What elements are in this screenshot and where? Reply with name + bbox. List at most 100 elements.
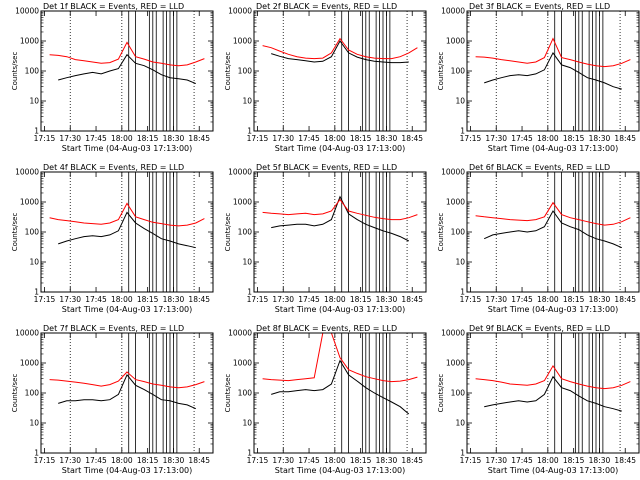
x-tick-label: 18:15 <box>350 456 372 465</box>
x-axis-label: Start Time (04-Aug-03 17:13:00) <box>488 466 619 475</box>
y-tick-label: 100 <box>451 67 466 76</box>
series-lld <box>262 37 418 60</box>
x-tick-label: 18:00 <box>111 456 133 465</box>
y-tick-label: 10 <box>455 419 465 428</box>
x-tick-label: 17:45 <box>85 295 107 304</box>
x-tick-label: 18:30 <box>589 134 611 143</box>
x-tick-label: 17:45 <box>511 295 533 304</box>
y-tick-label: 10000 <box>15 168 39 177</box>
y-axis-label: Counts/sec <box>437 52 445 91</box>
y-tick-label: 10000 <box>441 168 465 177</box>
x-tick-label: 17:45 <box>298 134 320 143</box>
y-tick-label: 10 <box>29 258 39 267</box>
panel-5: Det 5f BLACK = Events, RED = LLD 1 10 100 10… <box>224 163 427 314</box>
panel-6: Det 6f BLACK = Events, RED = LLD 1 10 100 10… <box>437 163 640 314</box>
x-tick-label: 17:30 <box>485 295 507 304</box>
y-tick-label: 1000 <box>20 37 39 46</box>
x-tick-label: 17:30 <box>485 134 507 143</box>
y-tick-label: 1000 <box>446 359 465 368</box>
x-tick-label: 17:45 <box>298 456 320 465</box>
y-tick-label: 1 <box>247 449 252 458</box>
x-tick-label: 18:00 <box>324 456 346 465</box>
series-lld <box>262 332 418 383</box>
panel-8: Det 8f BLACK = Events, RED = LLD 1 10 100 10… <box>224 324 427 475</box>
x-tick-label: 18:15 <box>563 456 585 465</box>
y-tick-label: 100 <box>238 228 253 237</box>
y-tick-label: 100 <box>25 228 40 237</box>
x-tick-label: 18:45 <box>188 456 210 465</box>
plot-frame <box>253 10 427 132</box>
plot-frame <box>466 171 640 293</box>
series-events <box>483 210 623 249</box>
y-tick-label: 1000 <box>20 198 39 207</box>
x-tick-label: 17:45 <box>85 134 107 143</box>
x-tick-label: 18:00 <box>537 295 559 304</box>
panel-title: Det 8f BLACK = Events, RED = LLD <box>256 324 397 333</box>
y-tick-label: 10000 <box>15 7 39 16</box>
x-tick-label: 18:45 <box>188 295 210 304</box>
x-tick-label: 18:45 <box>614 134 636 143</box>
panel-title: Det 5f BLACK = Events, RED = LLD <box>256 163 397 172</box>
y-tick-label: 100 <box>238 389 253 398</box>
series-lld <box>262 198 418 221</box>
y-tick-label: 10000 <box>15 329 39 338</box>
x-tick-label: 17:30 <box>485 456 507 465</box>
y-tick-label: 10 <box>29 419 39 428</box>
y-axis-label: Counts/sec <box>437 374 445 413</box>
y-axis-label: Counts/sec <box>224 52 232 91</box>
x-tick-label: 18:45 <box>401 456 423 465</box>
x-tick-label: 18:00 <box>537 456 559 465</box>
y-tick-label: 1000 <box>233 359 252 368</box>
x-axis-label: Start Time (04-Aug-03 17:13:00) <box>488 305 619 314</box>
x-tick-label: 17:15 <box>34 134 56 143</box>
plot-frame <box>40 332 214 454</box>
series-events <box>58 373 197 410</box>
x-tick-label: 18:45 <box>614 295 636 304</box>
series-lld <box>49 202 205 227</box>
y-axis-label: Counts/sec <box>224 374 232 413</box>
y-tick-label: 1 <box>460 127 465 136</box>
y-tick-label: 1000 <box>446 37 465 46</box>
panel-1: Det 1f BLACK = Events, RED = LLD 1 10 100 10… <box>11 2 214 153</box>
panel-9: Det 9f BLACK = Events, RED = LLD 1 10 100 10… <box>437 324 640 475</box>
x-tick-label: 17:30 <box>59 134 81 143</box>
x-tick-label: 17:15 <box>247 456 269 465</box>
y-tick-label: 1 <box>460 449 465 458</box>
x-tick-label: 17:45 <box>298 295 320 304</box>
x-tick-label: 18:15 <box>350 295 372 304</box>
y-tick-label: 10000 <box>228 329 252 338</box>
x-tick-label: 18:00 <box>537 134 559 143</box>
x-tick-label: 17:15 <box>247 134 269 143</box>
panel-title: Det 4f BLACK = Events, RED = LLD <box>43 163 184 172</box>
y-tick-label: 10000 <box>228 7 252 16</box>
x-tick-label: 18:30 <box>376 295 398 304</box>
y-axis-label: Counts/sec <box>11 52 19 91</box>
y-tick-label: 100 <box>25 389 40 398</box>
y-tick-label: 100 <box>451 228 466 237</box>
x-tick-label: 18:30 <box>163 456 185 465</box>
y-tick-label: 10 <box>242 97 252 106</box>
x-tick-label: 18:30 <box>163 295 185 304</box>
y-tick-label: 10 <box>455 97 465 106</box>
series-lld <box>49 41 205 67</box>
series-lld <box>49 371 205 389</box>
x-tick-label: 18:45 <box>401 134 423 143</box>
y-tick-label: 1 <box>247 288 252 297</box>
y-tick-label: 10 <box>29 97 39 106</box>
y-tick-label: 10 <box>242 258 252 267</box>
series-events <box>484 51 622 90</box>
series-events <box>271 195 410 242</box>
y-tick-label: 1000 <box>20 359 39 368</box>
y-axis-label: Counts/sec <box>11 374 19 413</box>
x-tick-label: 17:30 <box>59 456 81 465</box>
x-tick-label: 18:30 <box>589 456 611 465</box>
y-tick-label: 1 <box>247 127 252 136</box>
panel-title: Det 1f BLACK = Events, RED = LLD <box>43 2 184 11</box>
x-tick-label: 18:00 <box>324 295 346 304</box>
x-axis-label: Start Time (04-Aug-03 17:13:00) <box>62 305 193 314</box>
x-tick-label: 18:00 <box>111 134 133 143</box>
y-tick-label: 1 <box>460 288 465 297</box>
x-axis-label: Start Time (04-Aug-03 17:13:00) <box>62 466 193 475</box>
x-tick-label: 18:45 <box>188 134 210 143</box>
